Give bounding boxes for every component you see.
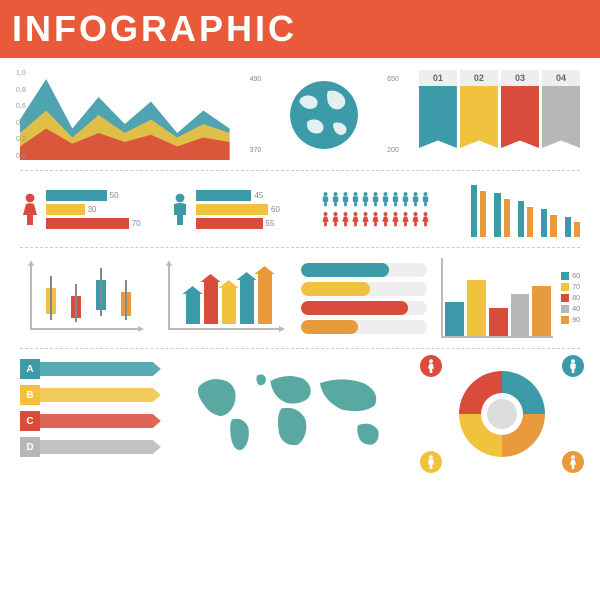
globe-label-tr: 650 — [387, 76, 399, 83]
letter-ribbons-panel: ABCD — [20, 359, 161, 469]
candle-panel — [20, 258, 146, 338]
globe-icon — [290, 81, 358, 149]
male-bars-panel: 456055 — [170, 181, 306, 237]
arrow-bars-panel — [160, 258, 286, 338]
letter-ribbon-B: B — [20, 385, 161, 405]
area-chart-panel: 1,00,80,60,40,20,0 — [20, 70, 230, 160]
ribbon-04: 04 — [542, 70, 580, 148]
donut-tr-icon — [562, 355, 584, 377]
people-pictogram — [321, 181, 457, 237]
candlestick-chart — [20, 258, 146, 338]
row-1: 1,00,80,60,40,20,0 490 650 370 200 01020… — [20, 70, 580, 171]
globe-label-tl: 490 — [250, 76, 262, 83]
letter-ribbon-D: D — [20, 437, 161, 457]
row-3: 6070804090 — [20, 258, 580, 349]
female-person-bars: 503070 — [20, 181, 156, 237]
female-bars-panel: 503070 — [20, 181, 156, 237]
legend-bars-panel: 6070804090 — [441, 258, 580, 338]
infographic-container: INFOGRAPHIC 1,00,80,60,40,20,0 490 650 3… — [0, 0, 600, 600]
row-4: ABCD — [20, 359, 580, 479]
globe-label-br: 200 — [387, 147, 399, 154]
letter-ribbon-A: A — [20, 359, 161, 379]
letter-ribbon-C: C — [20, 411, 161, 431]
ribbon-01: 01 — [419, 70, 457, 148]
globe-panel: 490 650 370 200 — [244, 70, 405, 160]
progress-pills — [301, 258, 427, 338]
people-rows-panel — [321, 181, 457, 237]
pill-bars-panel — [301, 258, 427, 338]
donut-br-icon — [562, 451, 584, 473]
donut-tl-icon — [420, 355, 442, 377]
globe-chart: 490 650 370 200 — [244, 70, 405, 160]
male-person-bars: 456055 — [170, 181, 306, 237]
legend-bar-chart: 6070804090 — [441, 258, 580, 338]
area-chart-ylabels: 1,00,80,60,40,20,0 — [16, 70, 26, 160]
header-title: INFOGRAPHIC — [12, 8, 297, 50]
descending-bars — [471, 181, 580, 237]
ribbon-02: 02 — [460, 70, 498, 148]
world-map-panel — [175, 359, 410, 469]
arrow-bar-chart — [160, 258, 286, 338]
area-chart: 1,00,80,60,40,20,0 — [20, 70, 230, 160]
donut-chart — [424, 359, 580, 469]
donut-panel — [424, 359, 580, 469]
mini-bars-panel — [471, 181, 580, 237]
donut-bl-icon — [420, 451, 442, 473]
ribbons-panel: 01020304 — [419, 70, 580, 160]
number-ribbons: 01020304 — [419, 70, 580, 160]
row-2: 503070 456055 — [20, 181, 580, 248]
world-map — [175, 359, 410, 469]
globe-label-bl: 370 — [250, 147, 262, 154]
header-banner: INFOGRAPHIC — [0, 0, 600, 58]
ribbon-03: 03 — [501, 70, 539, 148]
letter-ribbons: ABCD — [20, 359, 161, 457]
